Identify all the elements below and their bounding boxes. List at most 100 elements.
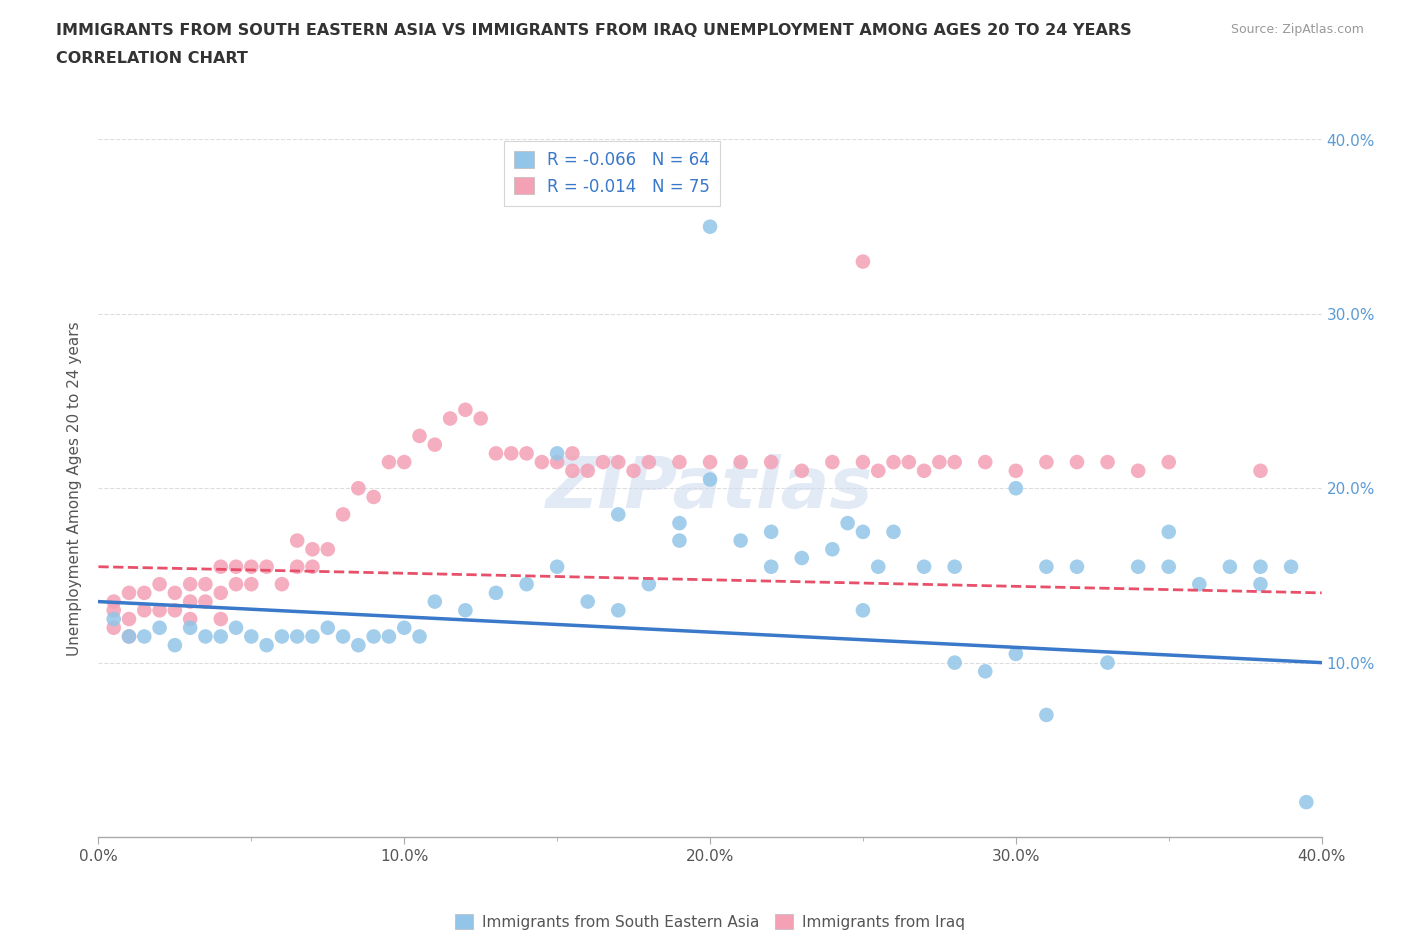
Point [363,629,385,644]
Point [561,463,583,478]
Point [134,586,156,601]
Point [1004,463,1026,478]
Point [149,620,172,635]
Point [392,620,416,635]
Point [301,542,323,557]
Point [363,489,385,504]
Point [301,629,323,644]
Point [623,463,645,478]
Point [759,525,782,539]
Point [209,586,232,601]
Point [118,612,141,627]
Point [1249,577,1271,591]
Point [316,542,339,557]
Point [163,603,186,618]
Point [1004,646,1026,661]
Point [163,586,186,601]
Point [332,629,354,644]
Point [1128,463,1150,478]
Point [209,629,232,644]
Point [730,533,752,548]
Point [821,542,844,557]
Point [209,612,232,627]
Y-axis label: Unemployment Among Ages 20 to 24 years: Unemployment Among Ages 20 to 24 years [67,321,83,656]
Point [699,455,721,470]
Point [516,577,538,591]
Point [759,559,782,574]
Point [179,577,201,591]
Point [530,455,553,470]
Point [1249,559,1271,574]
Point [759,455,782,470]
Point [270,629,292,644]
Point [118,586,141,601]
Point [561,446,583,461]
Point [378,455,401,470]
Point [868,463,890,478]
Point [270,577,292,591]
Point [1128,559,1150,574]
Point [1188,577,1211,591]
Point [423,594,446,609]
Point [256,638,278,653]
Point [194,594,217,609]
Point [316,620,339,635]
Point [943,656,966,671]
Point [240,577,263,591]
Point [285,533,308,548]
Point [576,594,599,609]
Point [1157,559,1180,574]
Point [637,577,661,591]
Point [378,629,401,644]
Text: IMMIGRANTS FROM SOUTH EASTERN ASIA VS IMMIGRANTS FROM IRAQ UNEMPLOYMENT AMONG AG: IMMIGRANTS FROM SOUTH EASTERN ASIA VS IM… [56,23,1132,38]
Point [943,455,966,470]
Point [103,620,125,635]
Point [852,455,875,470]
Point [852,254,875,269]
Point [1279,559,1302,574]
Point [439,411,461,426]
Point [592,455,614,470]
Point [668,455,690,470]
Point [1066,559,1088,574]
Point [347,638,370,653]
Point [912,463,935,478]
Point [1097,656,1119,671]
Legend: Immigrants from South Eastern Asia, Immigrants from Iraq: Immigrants from South Eastern Asia, Immi… [449,908,972,930]
Point [470,411,492,426]
Point [852,603,875,618]
Point [1035,708,1057,723]
Text: CORRELATION CHART: CORRELATION CHART [56,51,247,66]
Point [118,629,141,644]
Point [240,629,263,644]
Point [868,559,890,574]
Point [179,620,201,635]
Point [730,455,752,470]
Point [408,629,430,644]
Point [149,577,172,591]
Point [546,446,568,461]
Point [790,551,813,565]
Point [943,559,966,574]
Point [179,612,201,627]
Point [699,219,721,234]
Point [149,603,172,618]
Point [897,455,920,470]
Point [179,594,201,609]
Point [301,559,323,574]
Point [668,515,690,530]
Point [576,463,599,478]
Point [821,455,844,470]
Point [392,455,416,470]
Point [1035,455,1057,470]
Point [699,472,721,487]
Point [501,446,523,461]
Point [134,629,156,644]
Point [1004,481,1026,496]
Point [668,533,690,548]
Point [209,559,232,574]
Point [240,559,263,574]
Point [225,577,247,591]
Point [852,525,875,539]
Point [1066,455,1088,470]
